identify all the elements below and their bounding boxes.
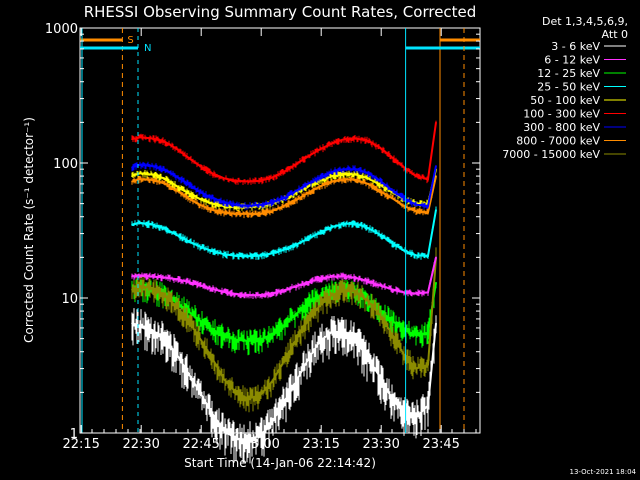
x-tick-label: 23:15 bbox=[302, 437, 339, 452]
chart-title: RHESSI Observing Summary Count Rates, Co… bbox=[84, 3, 477, 21]
legend-entry-label: 300 - 800 keV bbox=[523, 121, 600, 134]
series-noise bbox=[131, 308, 437, 464]
legend-header: Det 1,3,4,5,6,9, bbox=[542, 15, 628, 28]
series-noise bbox=[131, 206, 437, 260]
legend-entry-label: 7000 - 15000 keV bbox=[502, 148, 600, 161]
y-tick-label: 1000 bbox=[45, 22, 78, 37]
plot-frame bbox=[79, 27, 481, 434]
y-tick-label: 10 bbox=[61, 292, 78, 307]
legend-header: Att 0 bbox=[602, 28, 628, 41]
series-noise bbox=[131, 175, 437, 219]
x-tick-label: 23:00 bbox=[242, 437, 279, 452]
axes: 22:15 22:30 22:45 23:00 23:15 23:30 23:45 1 10 10… bbox=[45, 22, 480, 452]
legend-entry-label: 6 - 12 keV bbox=[544, 54, 600, 67]
legend-entry-label: 100 - 300 keV bbox=[523, 108, 600, 121]
series-noise bbox=[131, 256, 437, 299]
series-300-800-kev bbox=[131, 161, 437, 210]
series-noise bbox=[131, 247, 437, 413]
y-axis-label: Corrected Count Rate (s⁻¹ detector⁻¹) bbox=[22, 117, 36, 343]
legend-entry-label: 50 - 100 keV bbox=[530, 94, 600, 107]
marker-label: S bbox=[127, 35, 133, 46]
legend-entry-label: 800 - 7000 keV bbox=[516, 135, 600, 148]
legend-entry-label: 12 - 25 keV bbox=[537, 67, 600, 80]
series-12-25-kev bbox=[131, 278, 437, 356]
series-25-50-kev bbox=[131, 206, 437, 260]
series-noise bbox=[131, 161, 437, 210]
y-tick-label: 1 bbox=[70, 427, 78, 442]
x-tick-label: 23:45 bbox=[422, 437, 459, 452]
legend-entry-label: 25 - 50 keV bbox=[537, 81, 600, 94]
series-100-300-kev bbox=[131, 120, 437, 185]
y-tick-label: 100 bbox=[53, 157, 78, 172]
series-noise bbox=[131, 120, 437, 185]
plot-area: SN bbox=[80, 28, 480, 464]
legend-entry-label: 3 - 6 keV bbox=[551, 40, 600, 53]
marker-label: N bbox=[144, 43, 151, 54]
x-axis-label: Start Time (14-Jan-06 22:14:42) bbox=[184, 456, 376, 470]
series-3-6-kev bbox=[131, 308, 437, 464]
timestamp: 13-Oct-2021 18:04 bbox=[570, 468, 637, 476]
x-tick-label: 22:15 bbox=[62, 437, 99, 452]
series-6-12-kev bbox=[131, 256, 437, 299]
x-tick-label: 23:30 bbox=[362, 437, 399, 452]
x-tick-label: 22:45 bbox=[182, 437, 219, 452]
series-800-7000-kev bbox=[131, 175, 437, 219]
series-7000-15000-kev bbox=[131, 247, 437, 413]
x-tick-label: 22:30 bbox=[122, 437, 159, 452]
